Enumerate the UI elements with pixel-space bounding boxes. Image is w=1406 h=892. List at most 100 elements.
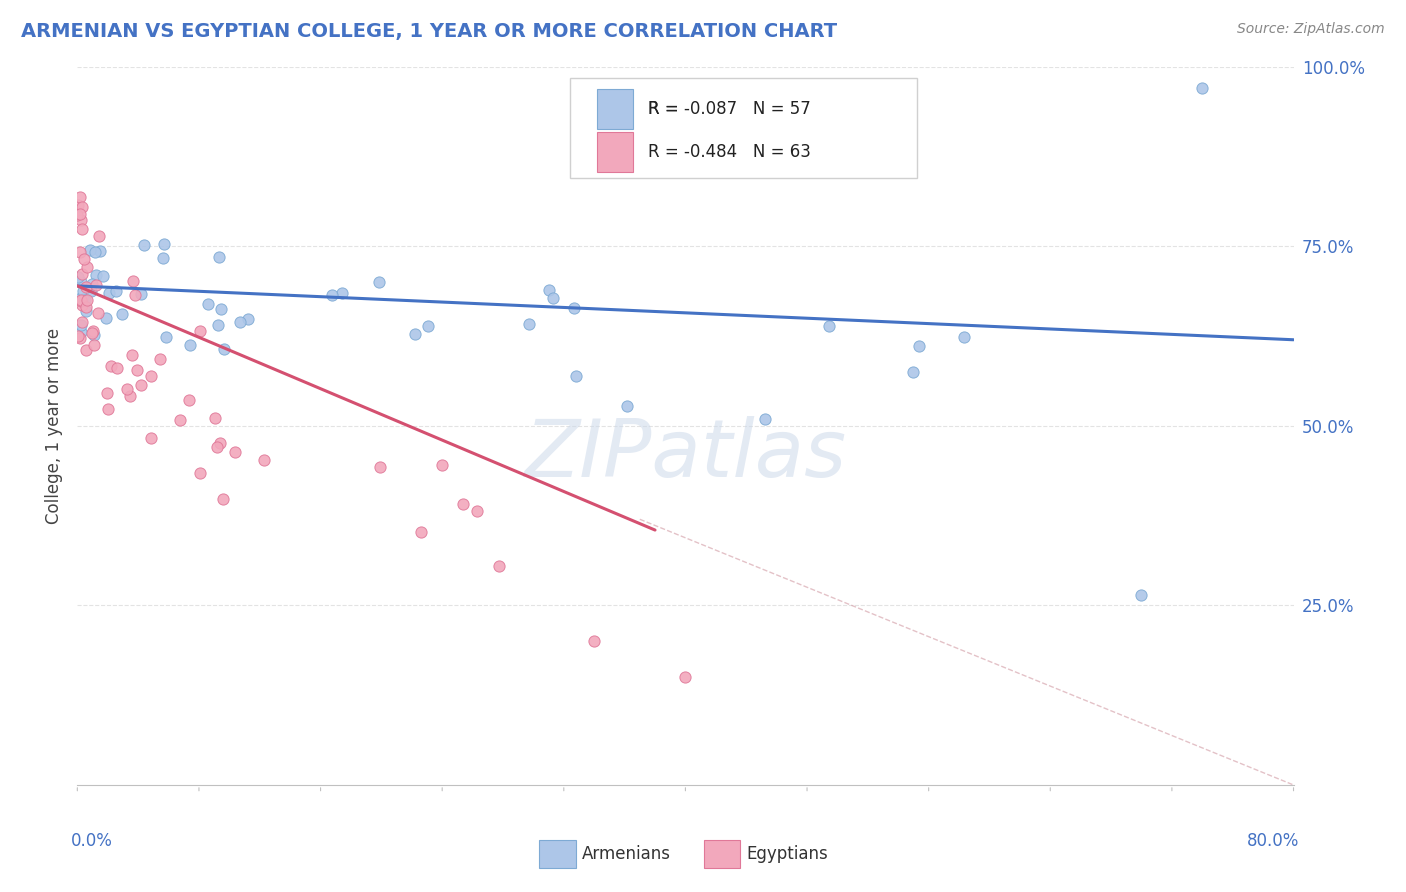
Y-axis label: College, 1 year or more: College, 1 year or more <box>45 328 63 524</box>
Text: 0.0%: 0.0% <box>72 831 112 850</box>
Text: 80.0%: 80.0% <box>1247 831 1299 850</box>
Point <box>97 402 120 417</box>
Point <box>75 301 97 315</box>
Point <box>152 252 174 266</box>
Point <box>330 285 353 300</box>
Point <box>253 453 276 467</box>
Point <box>76 260 98 275</box>
Point <box>153 237 176 252</box>
Point <box>583 634 606 648</box>
Point <box>73 293 96 307</box>
Text: Armenians: Armenians <box>582 845 671 863</box>
Point <box>139 431 162 445</box>
Point <box>430 458 453 472</box>
Point <box>238 312 260 326</box>
Point <box>100 359 122 373</box>
Text: R = -0.484   N = 63: R = -0.484 N = 63 <box>648 143 811 161</box>
Point <box>94 310 117 325</box>
Point <box>66 197 89 211</box>
Point <box>541 292 564 306</box>
Point <box>451 497 474 511</box>
Point <box>70 293 93 307</box>
Point <box>564 301 586 315</box>
Point <box>188 466 211 480</box>
Point <box>565 368 588 383</box>
Point <box>111 307 134 321</box>
Point <box>75 280 97 294</box>
Point <box>105 360 128 375</box>
Point <box>953 330 976 344</box>
Point <box>70 213 93 227</box>
Point <box>89 244 111 258</box>
Point <box>517 318 540 332</box>
Point <box>70 200 93 214</box>
Point <box>84 244 107 259</box>
Point <box>129 287 152 301</box>
Point <box>91 268 114 283</box>
Point <box>69 207 91 221</box>
Point <box>212 342 235 356</box>
Point <box>907 339 929 353</box>
Point <box>155 330 177 344</box>
Point <box>69 293 91 308</box>
Point <box>179 337 201 351</box>
Point <box>754 412 776 426</box>
Point <box>86 268 108 282</box>
Point <box>66 292 89 306</box>
FancyBboxPatch shape <box>540 840 576 868</box>
Point <box>66 208 89 222</box>
Point <box>86 277 108 292</box>
Point <box>209 435 232 450</box>
FancyBboxPatch shape <box>596 132 633 172</box>
Point <box>209 301 232 316</box>
Point <box>72 298 94 312</box>
Point <box>212 491 235 506</box>
Point <box>83 338 105 352</box>
Point <box>75 304 97 318</box>
Text: Source: ZipAtlas.com: Source: ZipAtlas.com <box>1237 22 1385 37</box>
Point <box>204 411 226 425</box>
Point <box>79 243 101 257</box>
Point <box>69 190 91 204</box>
Point <box>72 292 94 306</box>
Point <box>188 324 211 338</box>
Point <box>537 283 560 297</box>
Point <box>75 343 97 358</box>
Point <box>197 297 219 311</box>
Point <box>120 388 142 402</box>
Point <box>104 285 127 299</box>
Point <box>66 329 89 343</box>
Point <box>229 315 252 329</box>
Point <box>72 267 94 281</box>
Point <box>169 413 191 427</box>
Text: R = -0.087   N = 57: R = -0.087 N = 57 <box>648 100 810 118</box>
Point <box>69 276 91 290</box>
Point <box>76 293 98 307</box>
Point <box>488 558 510 573</box>
Point <box>208 250 231 264</box>
Point <box>72 315 94 329</box>
Point <box>121 348 143 362</box>
Point <box>87 306 110 320</box>
Point <box>129 378 152 392</box>
Point <box>148 352 170 367</box>
Point <box>66 269 89 284</box>
Text: ARMENIAN VS EGYPTIAN COLLEGE, 1 YEAR OR MORE CORRELATION CHART: ARMENIAN VS EGYPTIAN COLLEGE, 1 YEAR OR … <box>21 22 837 41</box>
Point <box>122 274 145 288</box>
Point <box>368 460 391 475</box>
Point <box>72 285 94 299</box>
Point <box>224 444 246 458</box>
Point <box>139 369 162 384</box>
FancyBboxPatch shape <box>569 78 917 178</box>
Point <box>70 326 93 340</box>
Point <box>404 326 426 341</box>
Text: ZIPatlas: ZIPatlas <box>524 416 846 493</box>
Point <box>207 318 229 333</box>
Point <box>416 319 439 334</box>
Point <box>1191 81 1213 95</box>
Text: R =: R = <box>648 100 683 118</box>
Point <box>616 400 638 414</box>
Point <box>70 318 93 333</box>
Point <box>321 288 343 302</box>
Point <box>96 386 118 401</box>
